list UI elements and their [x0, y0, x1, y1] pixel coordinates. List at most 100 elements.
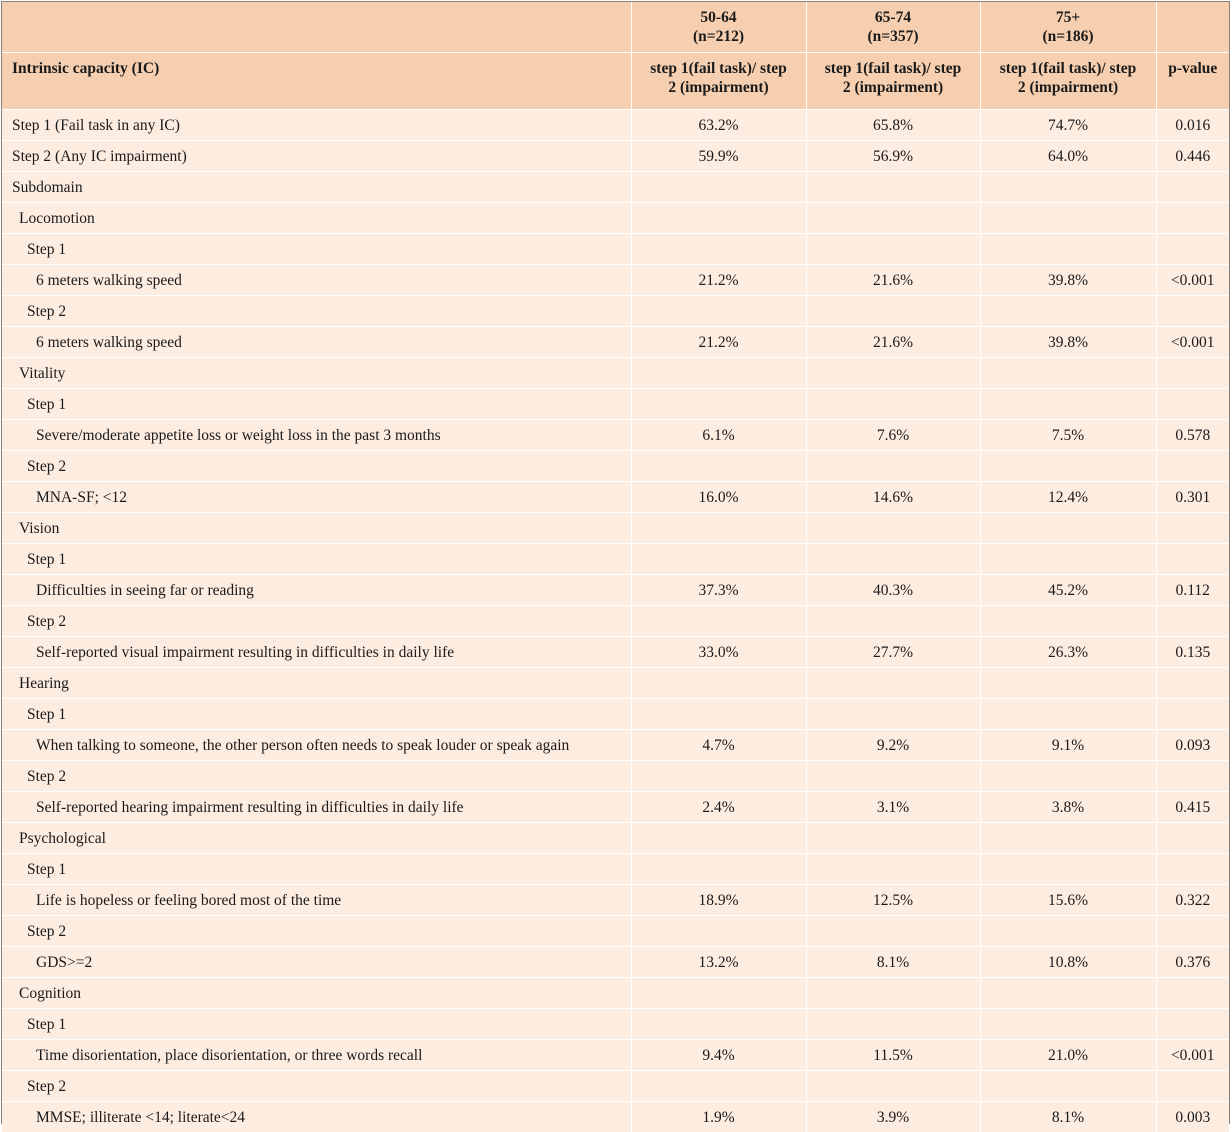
value-cell-65-74	[806, 978, 980, 1009]
pvalue-cell: 0.301	[1156, 482, 1229, 513]
table-row: Cognition	[2, 978, 1229, 1009]
pvalue-cell	[1156, 668, 1229, 699]
value-cell-75-plus	[980, 544, 1156, 575]
value-cell-50-64	[631, 854, 806, 885]
value-cell-75-plus	[980, 854, 1156, 885]
value-cell-75-plus	[980, 358, 1156, 389]
step-header-line2: 2 (impairment)	[843, 79, 943, 96]
table-row: Locomotion	[2, 203, 1229, 234]
age-group-label: 50-64	[700, 9, 736, 26]
value-cell-50-64: 6.1%	[631, 420, 806, 451]
table-header: 50-64 (n=212) 65-74 (n=357) 75+ (n=186) …	[2, 2, 1229, 110]
row-label: Step 2	[2, 296, 631, 327]
pvalue-cell	[1156, 761, 1229, 792]
row-label: Vitality	[2, 358, 631, 389]
value-cell-75-plus: 74.7%	[980, 110, 1156, 141]
value-cell-65-74: 21.6%	[806, 327, 980, 358]
age-group-n: (n=186)	[1042, 28, 1093, 45]
header-row-labels: Intrinsic capacity (IC) step 1(fail task…	[2, 53, 1229, 110]
row-label-header: Intrinsic capacity (IC)	[2, 53, 631, 110]
table-row: Step 2	[2, 606, 1229, 637]
row-label: Step 2 (Any IC impairment)	[2, 141, 631, 172]
value-cell-50-64	[631, 389, 806, 420]
value-cell-75-plus: 21.0%	[980, 1040, 1156, 1071]
pvalue-cell	[1156, 978, 1229, 1009]
row-label: Locomotion	[2, 203, 631, 234]
table-row: Step 1	[2, 234, 1229, 265]
pvalue-cell	[1156, 854, 1229, 885]
value-cell-65-74: 14.6%	[806, 482, 980, 513]
value-cell-75-plus	[980, 451, 1156, 482]
table-body: Step 1 (Fail task in any IC)63.2%65.8%74…	[2, 110, 1229, 1132]
table-row: Hearing	[2, 668, 1229, 699]
table-row: Step 2	[2, 1071, 1229, 1102]
row-label: Difficulties in seeing far or reading	[2, 575, 631, 606]
value-cell-75-plus	[980, 699, 1156, 730]
table-row: When talking to someone, the other perso…	[2, 730, 1229, 761]
row-label: Step 2	[2, 606, 631, 637]
pvalue-cell: 0.003	[1156, 1102, 1229, 1132]
value-cell-75-plus: 39.8%	[980, 265, 1156, 296]
age-group-label: 65-74	[875, 9, 911, 26]
value-cell-65-74	[806, 234, 980, 265]
age-group-n: (n=212)	[693, 28, 744, 45]
value-cell-50-64	[631, 296, 806, 327]
value-cell-65-74	[806, 854, 980, 885]
value-cell-50-64: 37.3%	[631, 575, 806, 606]
step-header-line1: step 1(fail task)/ step	[825, 60, 961, 77]
value-cell-50-64: 63.2%	[631, 110, 806, 141]
value-cell-50-64	[631, 172, 806, 203]
age-group-label: 75+	[1056, 9, 1080, 26]
value-cell-50-64	[631, 978, 806, 1009]
header-age-group-75-plus: 75+ (n=186)	[980, 2, 1156, 53]
value-cell-75-plus	[980, 761, 1156, 792]
table-row: Step 1	[2, 1009, 1229, 1040]
value-cell-50-64: 21.2%	[631, 265, 806, 296]
row-label: Self-reported visual impairment resultin…	[2, 637, 631, 668]
value-cell-65-74	[806, 668, 980, 699]
row-label: Life is hopeless or feeling bored most o…	[2, 885, 631, 916]
value-cell-65-74: 7.6%	[806, 420, 980, 451]
value-cell-75-plus: 3.8%	[980, 792, 1156, 823]
value-cell-50-64	[631, 823, 806, 854]
value-cell-65-74	[806, 296, 980, 327]
row-label: MNA-SF; <12	[2, 482, 631, 513]
value-cell-65-74	[806, 513, 980, 544]
value-cell-65-74	[806, 451, 980, 482]
value-cell-65-74	[806, 823, 980, 854]
value-cell-75-plus	[980, 978, 1156, 1009]
value-cell-75-plus: 26.3%	[980, 637, 1156, 668]
pvalue-cell	[1156, 823, 1229, 854]
header-blank-pvalue-cell	[1156, 2, 1229, 53]
value-cell-50-64: 59.9%	[631, 141, 806, 172]
row-label: Subdomain	[2, 172, 631, 203]
header-age-group-50-64: 50-64 (n=212)	[631, 2, 806, 53]
row-label: Hearing	[2, 668, 631, 699]
pvalue-cell	[1156, 203, 1229, 234]
row-label: Step 2	[2, 451, 631, 482]
step-header-65-74: step 1(fail task)/ step 2 (impairment)	[806, 53, 980, 110]
table-row: Psychological	[2, 823, 1229, 854]
step-header-line2: 2 (impairment)	[668, 79, 768, 96]
pvalue-cell	[1156, 358, 1229, 389]
table-row: Step 2	[2, 296, 1229, 327]
value-cell-75-plus: 45.2%	[980, 575, 1156, 606]
step-header-line1: step 1(fail task)/ step	[1000, 60, 1136, 77]
pvalue-header: p-value	[1156, 53, 1229, 110]
value-cell-65-74	[806, 1071, 980, 1102]
value-cell-75-plus: 10.8%	[980, 947, 1156, 978]
pvalue-cell: 0.446	[1156, 141, 1229, 172]
row-label: MMSE; illiterate <14; literate<24	[2, 1102, 631, 1132]
value-cell-50-64	[631, 513, 806, 544]
value-cell-65-74: 65.8%	[806, 110, 980, 141]
pvalue-cell	[1156, 172, 1229, 203]
value-cell-65-74	[806, 1009, 980, 1040]
value-cell-50-64: 1.9%	[631, 1102, 806, 1132]
table-row: Vision	[2, 513, 1229, 544]
step-header-line1: step 1(fail task)/ step	[650, 60, 786, 77]
